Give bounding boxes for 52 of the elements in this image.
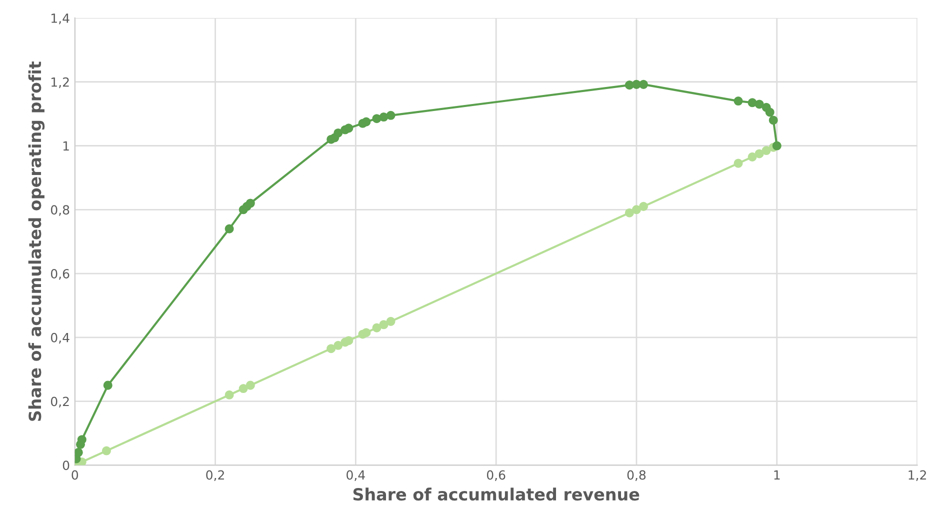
point: [74, 448, 83, 457]
point: [102, 446, 111, 456]
y-tick-label: 1: [63, 141, 69, 151]
point: [344, 336, 354, 346]
point: [765, 108, 774, 117]
point: [734, 158, 743, 168]
y-axis-title: Share of accumulated operating profit: [28, 61, 45, 421]
y-tick-label: 0: [62, 460, 70, 470]
x-tick-label: 0,8: [627, 470, 646, 481]
point: [748, 98, 757, 108]
point: [372, 323, 382, 332]
y-tick-label: 1,2: [52, 77, 69, 88]
y-tick-label: 0,4: [50, 332, 70, 344]
y-tick-label: 0,2: [50, 396, 69, 408]
point: [768, 116, 778, 125]
x-tick-label: 0: [72, 470, 78, 480]
point: [762, 146, 771, 156]
x-tick-label: 0,4: [346, 470, 365, 481]
point: [77, 435, 86, 444]
point: [372, 114, 382, 124]
point: [334, 340, 343, 350]
point: [224, 224, 234, 234]
point: [386, 316, 396, 326]
point: [632, 205, 641, 214]
x-tick-label: 1,2: [908, 470, 926, 481]
x-tick-label: 0,6: [486, 470, 506, 481]
point: [224, 390, 234, 400]
point: [386, 110, 396, 120]
point: [246, 380, 255, 390]
y-tick-label: 0,6: [50, 268, 70, 280]
point: [362, 328, 371, 338]
point: [344, 124, 354, 133]
point: [334, 128, 343, 138]
y-tick-label: 0,8: [50, 205, 70, 216]
y-tick-label: 1,4: [52, 14, 70, 24]
point: [362, 117, 371, 126]
point: [326, 344, 336, 354]
point: [748, 152, 757, 162]
point: [638, 80, 648, 89]
x-tick-label: 0,2: [206, 470, 224, 481]
point: [103, 380, 112, 390]
x-tick-label: 1: [774, 470, 780, 480]
point: [246, 198, 255, 208]
point: [379, 320, 388, 330]
point: [754, 149, 764, 158]
point: [638, 202, 648, 211]
point: [734, 96, 743, 106]
x-axis-title: Share of accumulated revenue: [353, 488, 640, 501]
point: [238, 384, 248, 394]
point: [754, 100, 764, 109]
point: [624, 208, 634, 218]
point: [379, 112, 388, 122]
